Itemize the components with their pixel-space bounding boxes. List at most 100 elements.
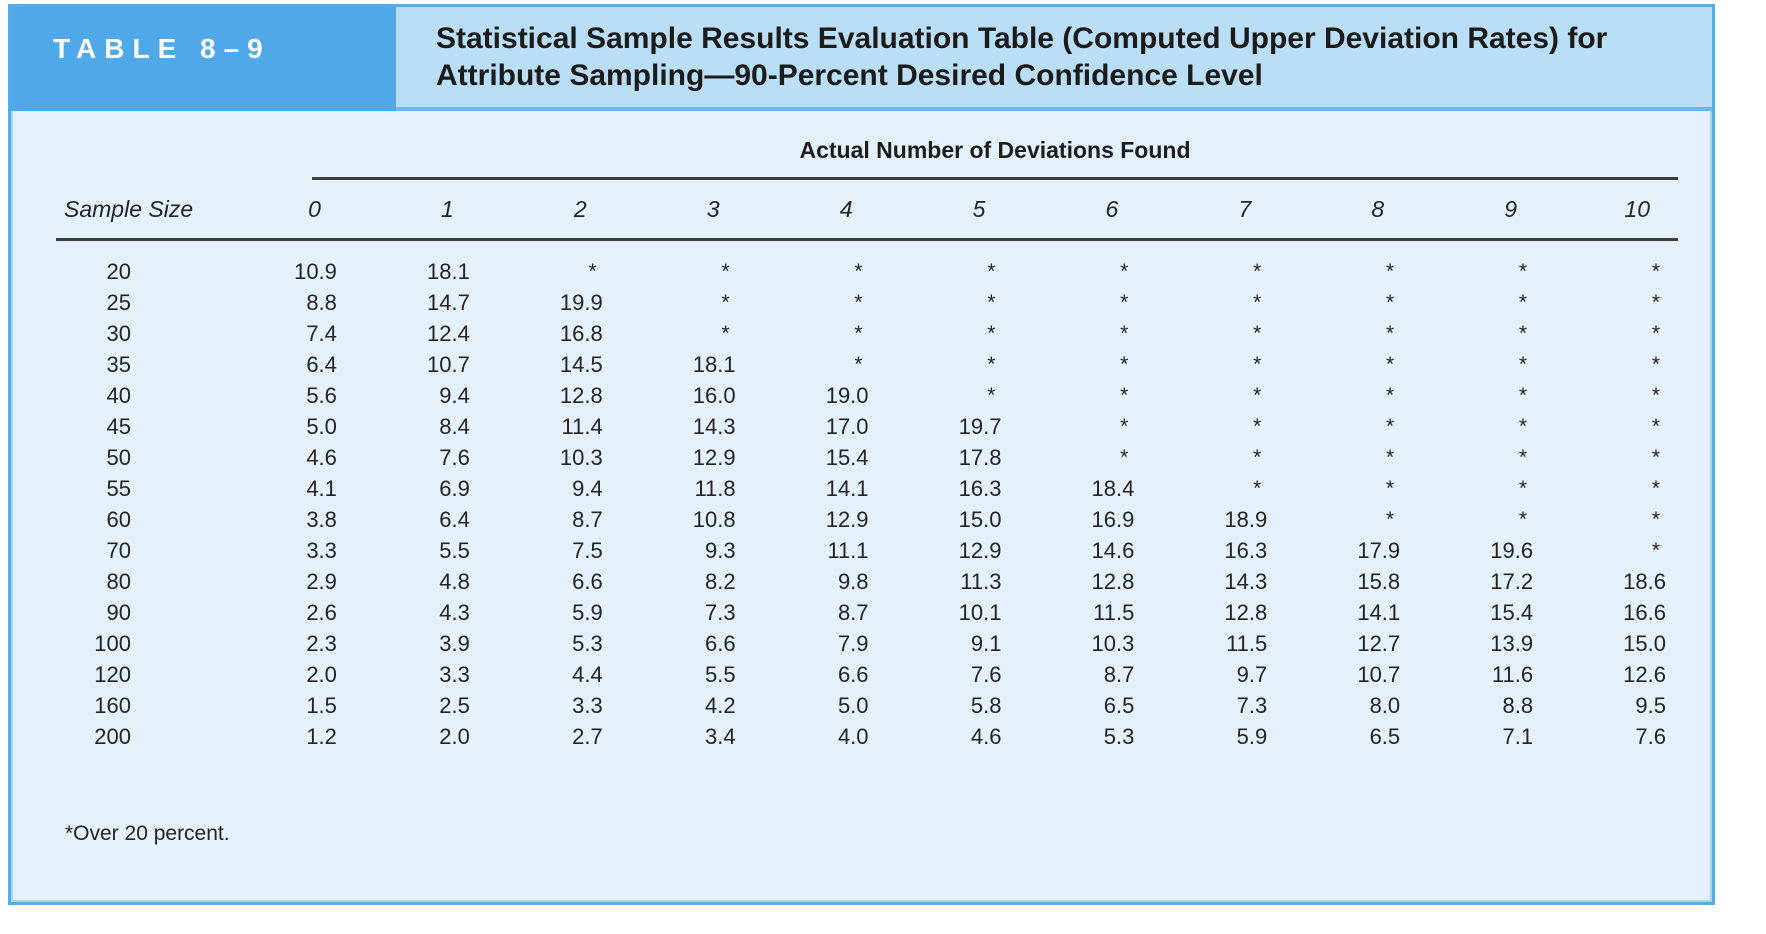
deviation-rate-cell: 8.8 [306, 290, 337, 315]
deviation-rate-cell: 8.4 [439, 414, 470, 439]
deviation-rate-cell: 9.3 [705, 538, 736, 563]
deviation-rate-cell: 12.8 [1224, 600, 1268, 625]
deviation-rate-cell: 3.9 [439, 631, 470, 656]
deviation-rate-cell: 2.7 [572, 724, 603, 749]
over-20-percent-cell: * [1651, 446, 1660, 469]
deviation-rate-cell: 18.1 [692, 352, 736, 377]
table-row: 30 7.4 12.4 16.8 * * * * * * * * [56, 318, 1678, 349]
over-20-percent-cell: * [1253, 384, 1262, 407]
deviation-rate-cell: 8.7 [837, 600, 869, 625]
deviations-span-header: Actual Number of Deviations Found [312, 137, 1678, 180]
deviation-rate-cell: 15.0 [1623, 631, 1666, 656]
deviation-rate-cell: 18.9 [1224, 507, 1268, 532]
over-20-percent-cell: * [1253, 477, 1262, 500]
column-header-3: 3 [614, 180, 748, 241]
deviation-rate-cell: 1.5 [306, 693, 337, 718]
deviation-rate-cell: 8.8 [1502, 693, 1534, 718]
table-number-text: TABLE 8–9 [53, 33, 271, 64]
over-20-percent-cell: * [1518, 322, 1528, 345]
over-20-percent-cell: * [1651, 260, 1660, 283]
deviation-rate-cell: 14.1 [1357, 600, 1401, 625]
over-20-percent-cell: * [1120, 260, 1129, 283]
deviation-rate-cell: 4.8 [439, 569, 470, 594]
over-20-percent-cell: * [1651, 539, 1660, 562]
over-20-percent-cell: * [1385, 322, 1395, 345]
over-20-percent-cell: * [854, 353, 863, 376]
deviation-rate-cell: 6.5 [1369, 724, 1401, 749]
over-20-percent-cell: * [721, 291, 730, 314]
deviation-rate-cell: 3.4 [705, 724, 736, 749]
deviation-rate-cell: 12.6 [1623, 662, 1666, 687]
sample-size-cell: 30 [106, 321, 131, 346]
deviation-rate-cell: 17.8 [958, 445, 1002, 470]
table-row: 25 8.8 14.7 19.9 * * * * * * * * [56, 287, 1678, 318]
deviation-rate-cell: 8.2 [705, 569, 736, 594]
deviation-rate-cell: 9.4 [439, 383, 470, 408]
deviation-rate-cell: 14.3 [1224, 569, 1268, 594]
over-20-percent-cell: * [1253, 322, 1262, 345]
deviation-rate-cell: 2.9 [306, 569, 337, 594]
deviation-rate-cell: 15.4 [825, 445, 869, 470]
sample-size-cell: 25 [106, 290, 131, 315]
deviation-rate-cell: 16.3 [1224, 538, 1268, 563]
deviation-rate-cell: 12.7 [1357, 631, 1401, 656]
deviation-rate-cell: 16.9 [1091, 507, 1135, 532]
deviation-rates-table: Actual Number of Deviations Found Sample… [56, 107, 1678, 752]
sample-size-cell: 100 [94, 631, 131, 656]
column-header-6: 6 [1013, 180, 1147, 241]
deviation-rate-cell: 5.0 [306, 414, 337, 439]
deviation-rate-cell: 7.3 [1236, 693, 1268, 718]
corner-cell [56, 107, 216, 180]
over-20-percent-cell: * [1518, 353, 1528, 376]
over-20-percent-cell: * [721, 322, 730, 345]
over-20-percent-cell: * [854, 322, 863, 345]
over-20-percent-cell: * [1385, 353, 1395, 376]
deviation-rate-cell: 7.6 [970, 662, 1002, 687]
deviation-rate-cell: 5.0 [837, 693, 869, 718]
deviation-rate-cell: 2.3 [306, 631, 337, 656]
over-20-percent-cell: * [1253, 446, 1262, 469]
sample-size-header: Sample Size [56, 180, 216, 241]
over-20-percent-cell: * [1120, 353, 1129, 376]
deviation-rate-cell: 16.8 [559, 321, 603, 346]
over-20-percent-cell: * [1385, 415, 1395, 438]
span-header-row: Actual Number of Deviations Found [56, 107, 1678, 180]
deviation-rate-cell: 5.3 [1103, 724, 1135, 749]
footnote: *Over 20 percent. [65, 822, 230, 845]
over-20-percent-cell: * [854, 260, 863, 283]
deviation-rate-cell: 17.0 [825, 414, 869, 439]
sample-size-cell: 50 [106, 445, 131, 470]
over-20-percent-cell: * [1385, 260, 1395, 283]
deviation-rate-cell: 16.3 [958, 476, 1002, 501]
deviation-rate-cell: 10.7 [426, 352, 470, 377]
over-20-percent-cell: * [1651, 508, 1660, 531]
deviation-rate-cell: 12.9 [958, 538, 1002, 563]
deviation-rate-cell: 14.1 [825, 476, 869, 501]
over-20-percent-cell: * [721, 260, 730, 283]
sample-size-cell: 90 [106, 600, 131, 625]
column-header-8: 8 [1279, 180, 1413, 241]
over-20-percent-cell: * [588, 260, 597, 283]
column-header-9: 9 [1412, 180, 1546, 241]
over-20-percent-cell: * [1651, 384, 1660, 407]
deviation-rate-cell: 7.3 [705, 600, 736, 625]
sample-size-cell: 160 [94, 693, 131, 718]
sample-size-cell: 80 [106, 569, 131, 594]
deviation-rate-cell: 10.8 [692, 507, 736, 532]
deviation-rate-cell: 8.0 [1369, 693, 1401, 718]
deviation-rate-cell: 5.5 [439, 538, 470, 563]
over-20-percent-cell: * [1518, 415, 1528, 438]
deviation-rate-cell: 15.8 [1357, 569, 1401, 594]
deviation-rate-cell: 7.6 [1635, 724, 1666, 749]
over-20-percent-cell: * [1120, 291, 1129, 314]
over-20-percent-cell: * [1253, 353, 1262, 376]
deviation-rate-cell: 6.4 [439, 507, 470, 532]
table-row: 80 2.9 4.8 6.6 8.2 9.8 11.3 12.8 14.3 15.8 17.2 18.… [56, 566, 1678, 597]
deviation-rate-cell: 12.8 [1091, 569, 1135, 594]
deviation-rate-cell: 4.6 [970, 724, 1002, 749]
deviation-rate-cell: 14.7 [426, 290, 470, 315]
deviation-rate-cell: 8.7 [1103, 662, 1135, 687]
column-header-5: 5 [880, 180, 1014, 241]
over-20-percent-cell: * [987, 353, 996, 376]
table-row: 90 2.6 4.3 5.9 7.3 8.7 10.1 11.5 12.8 14.1 15.4 16.… [56, 597, 1678, 628]
